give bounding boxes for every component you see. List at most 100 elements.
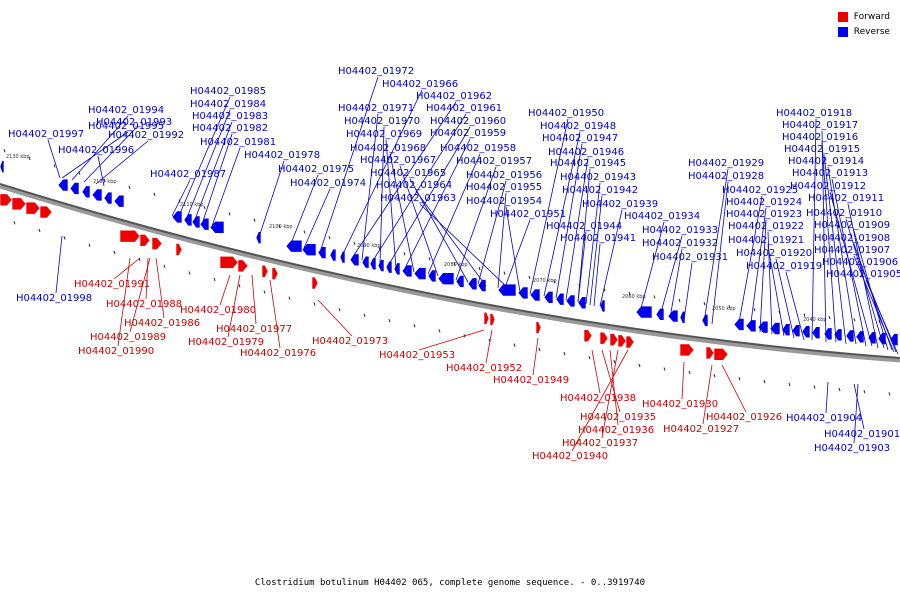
forward-gene[interactable] xyxy=(599,331,609,345)
reverse-gene[interactable] xyxy=(845,329,855,343)
tick-dot xyxy=(438,329,441,333)
reverse-gene[interactable] xyxy=(0,160,5,173)
reverse-gene[interactable] xyxy=(455,275,465,288)
reverse-gene[interactable] xyxy=(667,309,679,323)
forward-gene[interactable] xyxy=(609,333,619,346)
reverse-gene[interactable] xyxy=(69,182,80,195)
reverse-gene-label: H04402_01943 xyxy=(560,172,636,183)
reverse-gene[interactable] xyxy=(679,311,686,324)
reverse-gene-label: H04402_01969 xyxy=(346,129,422,140)
reverse-gene[interactable] xyxy=(467,277,478,291)
reverse-gene[interactable] xyxy=(377,259,385,272)
forward-gene[interactable] xyxy=(583,329,593,342)
forward-gene[interactable] xyxy=(311,276,319,290)
forward-gene[interactable] xyxy=(617,334,627,348)
reverse-gene-label: H04402_01946 xyxy=(548,147,624,158)
reverse-gene[interactable] xyxy=(437,272,455,286)
forward-gene[interactable] xyxy=(679,343,695,357)
reverse-gene[interactable] xyxy=(497,283,517,297)
reverse-gene[interactable] xyxy=(811,326,821,340)
forward-gene[interactable] xyxy=(261,264,269,278)
reverse-gene[interactable] xyxy=(191,215,201,229)
forward-gene[interactable] xyxy=(535,321,542,334)
reverse-gene[interactable] xyxy=(801,325,811,339)
leader-line xyxy=(829,191,873,347)
forward-gene[interactable] xyxy=(175,243,183,256)
tick-dot xyxy=(563,352,566,356)
forward-gene[interactable] xyxy=(489,313,496,326)
tick-dot xyxy=(588,356,591,360)
reverse-gene[interactable] xyxy=(393,262,401,276)
reverse-gene-label: H04402_01983 xyxy=(192,111,268,122)
reverse-gene[interactable] xyxy=(565,294,576,308)
tick-dot xyxy=(403,252,406,256)
reverse-gene[interactable] xyxy=(529,288,541,302)
forward-gene[interactable] xyxy=(119,229,141,243)
leader-line xyxy=(659,235,683,317)
reverse-gene[interactable] xyxy=(745,319,757,333)
reverse-gene[interactable] xyxy=(867,331,877,345)
reverse-gene-label: H04402_01917 xyxy=(782,120,858,131)
forward-gene[interactable] xyxy=(151,237,163,250)
reverse-gene[interactable] xyxy=(183,213,193,227)
reverse-gene[interactable] xyxy=(855,330,865,344)
reverse-gene[interactable] xyxy=(655,308,665,321)
leader-line xyxy=(155,257,165,319)
reverse-swatch xyxy=(837,26,848,37)
forward-gene[interactable] xyxy=(483,312,490,325)
reverse-gene[interactable] xyxy=(517,286,529,300)
leader-line xyxy=(129,257,151,333)
forward-gene[interactable] xyxy=(237,259,249,273)
leader-line xyxy=(639,221,665,313)
forward-gene[interactable] xyxy=(25,201,41,215)
reverse-gene[interactable] xyxy=(113,194,125,208)
leader-line xyxy=(399,165,439,277)
reverse-gene-label: H04402_01924 xyxy=(726,197,802,208)
forward-gene[interactable] xyxy=(705,346,715,360)
reverse-gene[interactable] xyxy=(635,305,653,319)
reverse-gene[interactable] xyxy=(769,322,781,335)
tick-dot xyxy=(853,318,856,322)
reverse-gene[interactable] xyxy=(349,253,360,267)
tick-dot xyxy=(363,313,366,317)
tick-marks xyxy=(3,149,891,396)
reverse-gene[interactable] xyxy=(339,250,346,264)
reverse-gene[interactable] xyxy=(477,279,487,292)
leader-line xyxy=(853,383,865,430)
reverse-gene[interactable] xyxy=(701,313,709,327)
reverse-gene[interactable] xyxy=(81,185,91,199)
reverse-gene[interactable] xyxy=(413,267,427,280)
forward-gene[interactable] xyxy=(713,347,729,361)
reverse-gene[interactable] xyxy=(543,290,554,304)
reverse-gene[interactable] xyxy=(577,296,587,310)
reverse-gene[interactable] xyxy=(301,243,317,256)
tick-dot xyxy=(753,308,756,312)
reverse-gene[interactable] xyxy=(91,188,103,202)
reverse-gene[interactable] xyxy=(199,217,210,231)
reverse-gene[interactable] xyxy=(209,221,225,234)
leader-line xyxy=(585,182,601,305)
forward-gene[interactable] xyxy=(0,193,13,207)
reverse-gene[interactable] xyxy=(791,324,801,338)
reverse-gene-label: H04402_01996 xyxy=(58,145,134,156)
reverse-gene[interactable] xyxy=(361,255,370,269)
reverse-gene[interactable] xyxy=(757,320,769,334)
reverse-gene[interactable] xyxy=(427,269,437,283)
reverse-gene[interactable] xyxy=(329,248,337,262)
forward-gene[interactable] xyxy=(139,234,151,247)
reverse-gene[interactable] xyxy=(823,327,833,341)
reverse-gene[interactable] xyxy=(369,257,377,271)
reverse-gene[interactable] xyxy=(385,260,393,274)
forward-gene[interactable] xyxy=(39,205,53,219)
reverse-gene[interactable] xyxy=(103,191,113,205)
reverse-gene[interactable] xyxy=(57,178,69,192)
leader-line xyxy=(853,383,859,444)
forward-gene[interactable] xyxy=(625,335,635,349)
forward-gene[interactable] xyxy=(219,256,239,269)
forward-gene[interactable] xyxy=(11,197,27,211)
reverse-gene[interactable] xyxy=(555,292,565,306)
reverse-gene[interactable] xyxy=(285,239,303,253)
reverse-gene[interactable] xyxy=(401,264,413,278)
forward-gene[interactable] xyxy=(271,267,279,280)
reverse-gene[interactable] xyxy=(317,246,327,259)
